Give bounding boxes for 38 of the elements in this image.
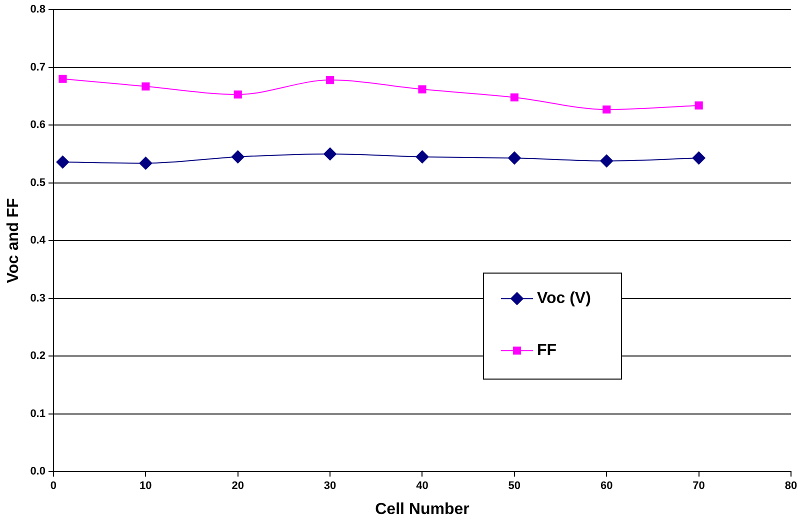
point bbox=[600, 154, 614, 168]
legend-label: FF bbox=[537, 342, 557, 360]
point bbox=[234, 90, 242, 99]
x-tick-label: 50 bbox=[508, 480, 521, 492]
point bbox=[326, 76, 334, 84]
point bbox=[418, 85, 426, 94]
point bbox=[692, 152, 706, 165]
x-tick-label: 40 bbox=[416, 480, 428, 492]
point bbox=[142, 82, 150, 90]
x-tick-label: 20 bbox=[232, 480, 244, 492]
x-tick-label: 0 bbox=[50, 480, 57, 492]
y-tick-label: 0.3 bbox=[30, 292, 46, 304]
x-tick-label: 80 bbox=[784, 480, 798, 492]
point bbox=[510, 93, 518, 102]
y-tick-label: 0.7 bbox=[30, 61, 46, 74]
y-tick-label: 0.6 bbox=[30, 119, 46, 132]
point bbox=[416, 150, 429, 164]
x-tick-label: 70 bbox=[692, 480, 705, 492]
y-tick-label: 0.8 bbox=[30, 4, 46, 16]
y-tick-label: 0.4 bbox=[30, 234, 46, 247]
x-tick-label: 10 bbox=[140, 480, 152, 492]
y-tick-label: 0.5 bbox=[30, 176, 46, 189]
x-tick-label: 60 bbox=[600, 480, 613, 492]
point bbox=[508, 152, 521, 165]
y-tick-label: 0.1 bbox=[30, 408, 46, 420]
point bbox=[139, 156, 152, 170]
legend-label: Voc (V) bbox=[537, 290, 591, 308]
point bbox=[231, 150, 244, 164]
point bbox=[324, 147, 337, 160]
y-tick-label: 0.2 bbox=[30, 350, 46, 362]
x-tick-label: 30 bbox=[324, 480, 336, 492]
y-axis-title: Voc and FF bbox=[5, 198, 22, 284]
point bbox=[694, 101, 703, 110]
y-tick-label: 0.0 bbox=[30, 466, 46, 478]
point bbox=[602, 105, 611, 114]
x-axis-title: Cell Number bbox=[375, 500, 470, 518]
point bbox=[58, 74, 67, 83]
point bbox=[56, 156, 70, 169]
